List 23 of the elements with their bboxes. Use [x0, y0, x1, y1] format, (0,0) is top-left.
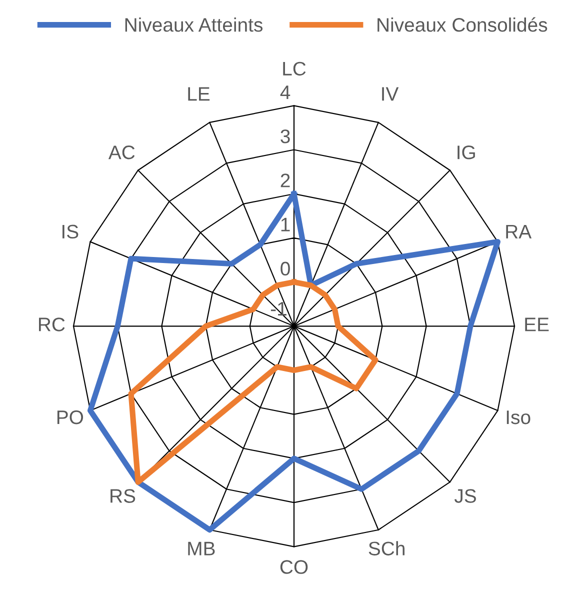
spoke-label: EE [525, 318, 549, 332]
spoke-label: RC [39, 318, 65, 332]
y-tick-label: 0 [280, 262, 290, 276]
y-tick-label: 3 [280, 129, 290, 144]
spoke-label: AC [108, 146, 135, 160]
spoke-label: SCh [368, 541, 404, 556]
spoke-label: IV [382, 87, 399, 101]
y-tick-label: 2 [280, 174, 290, 188]
spoke-label: LE [188, 87, 210, 101]
y-tick-label: 1 [281, 218, 290, 232]
spoke-label: IG [458, 146, 475, 160]
spoke-label: MB [188, 542, 215, 556]
spoke-label: Iso [506, 410, 530, 424]
spoke-label: IS [62, 224, 78, 239]
spoke-label: CO [280, 560, 308, 574]
spoke-label: LC [283, 62, 306, 76]
spoke-label: JS [454, 489, 476, 503]
spoke-label: PO [57, 410, 84, 424]
legend-label: Niveaux Consolidés [378, 17, 548, 32]
spoke-label: RS [110, 489, 136, 503]
legend-label: Niveaux Atteints [125, 18, 263, 32]
y-tick-label: 4 [280, 86, 290, 99]
spoke-label: RA [506, 224, 532, 238]
